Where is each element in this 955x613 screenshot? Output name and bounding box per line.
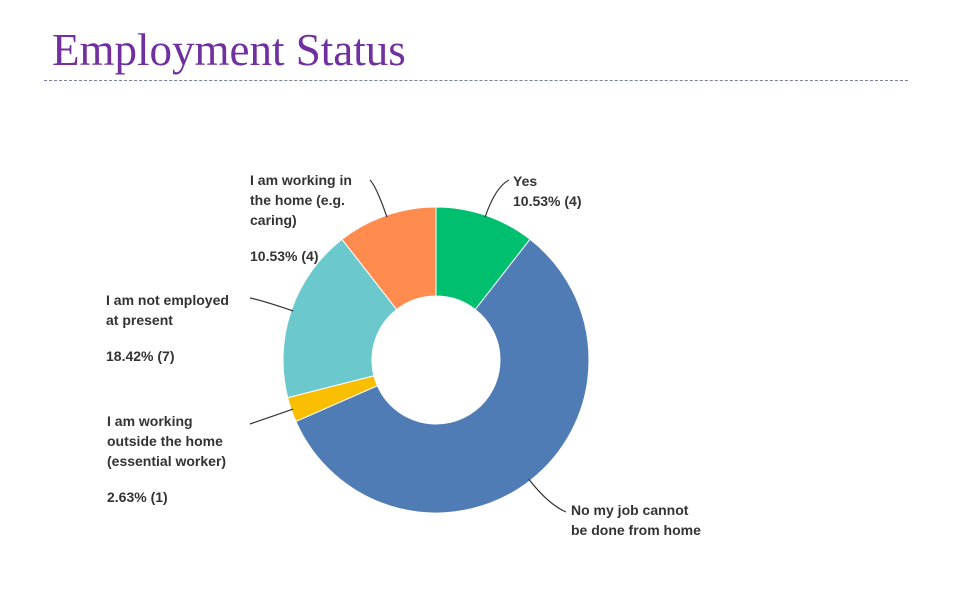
leader-line-yes [484,179,510,218]
slice-label-text: I am not employed at present [106,292,229,328]
donut-slice [295,238,590,514]
slice-value-text: 18.42% (7) [106,348,175,364]
slice-label-text: Yes [513,173,538,189]
donut-slice [282,238,398,399]
slide-title: Employment Status [52,25,406,75]
slice-label-working-in-home: I am working in the home (e.g. caring) 1… [250,170,352,266]
leader-line-no-job [528,478,567,513]
slice-label-text: I am working in the home (e.g. caring) [250,172,352,228]
slice-label-not-employed: I am not employed at present 18.42% (7) [106,290,229,366]
slice-label-text: No my job cannot be done from home [571,502,701,538]
slice-label-working-outside-home: I am working outside the home (essential… [107,411,226,507]
leader-line-outside-home [249,408,294,425]
slice-label-no-job-cannot-be-done-from-home: No my job cannot be done from home [571,500,701,540]
slice-value-text: 10.53% (4) [513,193,582,209]
slice-value-text: 10.53% (4) [250,248,319,264]
slice-value-text: 2.63% (1) [107,489,168,505]
leader-line-not-employed [249,297,294,312]
title-divider [44,80,908,81]
slice-label-text: I am working outside the home (essential… [107,413,227,469]
donut-slice [341,206,437,311]
leader-line-in-home [369,179,388,218]
slice-label-yes: Yes 10.53% (4) [513,171,581,211]
